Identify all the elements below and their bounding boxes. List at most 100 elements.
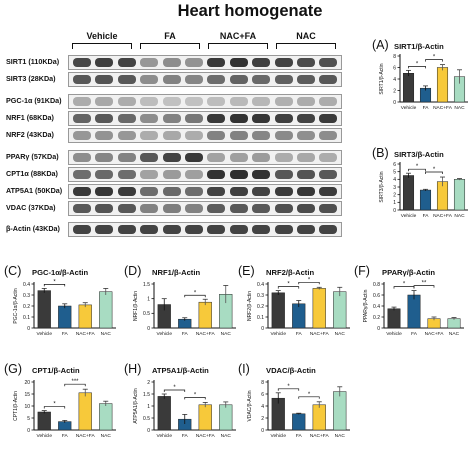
blot-band [95,225,114,234]
y-axis-label: NRF1/β-Actin [133,291,139,321]
panel-letter: (I) [238,362,250,376]
blot-band [140,97,159,106]
y-axis-label: ATP5A1/β-Actin [133,388,139,424]
bar [333,291,347,329]
blot-band [73,97,91,106]
blot-band [319,225,338,234]
panel-letter: (B) [372,146,389,160]
blot-band [319,75,338,84]
blot-band [252,153,271,162]
blot-band [274,187,293,196]
bar-chart-panel: (A) SIRT1/β-Actin 0 2 4 6 8 SIRT1/β-Actin Vehicl… [372,38,474,124]
blot-band [162,225,181,234]
x-tick-label: Vehicle [157,433,173,439]
blot-band [185,153,203,162]
y-tick-label: 8 [393,54,396,60]
bar-chart-panel: (E) NRF2/β-Actin 0 0.1 0.2 0.3 0.4 NRF2/β-Actin… [238,264,356,348]
bar [402,175,415,211]
x-tick-label: Vehicle [271,331,287,337]
y-tick-label: 0 [393,208,396,214]
y-tick-label: 10 [24,404,30,410]
blot-band [73,58,91,67]
blot-band [117,153,136,162]
blot-band [319,97,338,106]
chart-svg: 0 2 4 6 8 SIRT1/β-Actin Vehicle FA NAC+FA NAC * * [379,54,468,111]
blot-band [185,225,203,234]
significance-bracket [425,171,443,175]
y-tick-label: 15 [24,392,30,398]
bar-chart-panel: (D) NRF1/β-Actin 0 0.5 1 1.5 NRF1/β-Actin Vehic… [124,264,242,348]
blot-band [297,153,315,162]
x-tick-label: Vehicle [401,105,417,111]
y-axis-label: PPARγ/β-Actin [363,289,369,322]
significance-bracket [43,284,66,287]
blot-band [73,204,91,213]
significance-bracket [393,286,415,289]
blot-strip [68,111,342,126]
blot-band [73,114,91,123]
y-tick-label: 2 [393,88,396,94]
blot-band [207,204,226,213]
y-tick-label: 0 [261,326,264,332]
x-tick-label: FA [411,331,418,337]
significance-mark: * [308,277,311,283]
blot-band [185,131,203,140]
y-tick-label: 0.1 [23,315,30,321]
x-tick-label: FA [182,433,189,439]
blot-band [229,114,248,123]
bar [78,304,92,329]
y-tick-label: 0.4 [373,304,380,310]
y-tick-label: 4 [261,404,264,410]
y-tick-label: 0 [393,100,396,106]
blot-strip [68,167,342,182]
x-tick-label: NAC+FA [310,433,330,439]
significance-bracket [408,168,426,172]
significance-mark: * [308,392,311,398]
x-tick-label: NAC [454,105,465,111]
significance-bracket [277,286,300,289]
chart-svg: 0 0.5 1 1.5 NRF1/β-Actin Vehicle FA NAC+FA NAC * [133,282,236,337]
blot-band [319,114,338,123]
bar [37,290,51,329]
bar [78,392,92,431]
blot-band [207,225,226,234]
blot-band [252,97,271,106]
blot-band [252,187,271,196]
blot-band [95,131,114,140]
x-tick-label: NAC+FA [196,433,216,439]
significance-bracket [43,406,66,409]
panel-letter: (D) [124,264,142,278]
blot-band [117,225,136,234]
chart-svg: 0 0.2 0.4 0.6 0.8 PPARγ/β-Actin Vehicle FA NAC+F… [363,281,464,337]
blot-band [95,170,114,179]
blot-band [229,170,248,179]
blot-band [140,204,159,213]
blot-band [252,204,271,213]
y-tick-label: 1 [393,200,396,206]
y-tick-label: 1.5 [143,282,150,288]
blot-label: β-Actin (43KDa) [6,224,60,233]
blot-band [140,58,159,67]
blot-band [207,131,226,140]
blot-band [73,170,91,179]
x-tick-label: NAC+FA [310,331,330,337]
blot-band [319,58,338,67]
blot-label: VDAC (37KDa) [6,203,56,212]
y-tick-label: 5 [393,169,396,175]
blot-band [319,187,338,196]
blot-band [252,131,271,140]
significance-bracket [184,397,206,400]
significance-mark: * [53,402,56,408]
blot-band [297,75,315,84]
blot-band [252,75,271,84]
group-bracket [72,43,132,49]
blot-band [297,58,315,67]
blot-band [162,153,181,162]
blot-band [185,58,203,67]
significance-mark: * [194,392,197,398]
chart-svg: 0 0.1 0.2 0.3 0.4 PGC-1α/β-Actin Vehicle FA NAC+… [13,279,116,337]
blot-band [319,131,338,140]
panel-letter: (A) [372,38,389,52]
blot-band [185,204,203,213]
